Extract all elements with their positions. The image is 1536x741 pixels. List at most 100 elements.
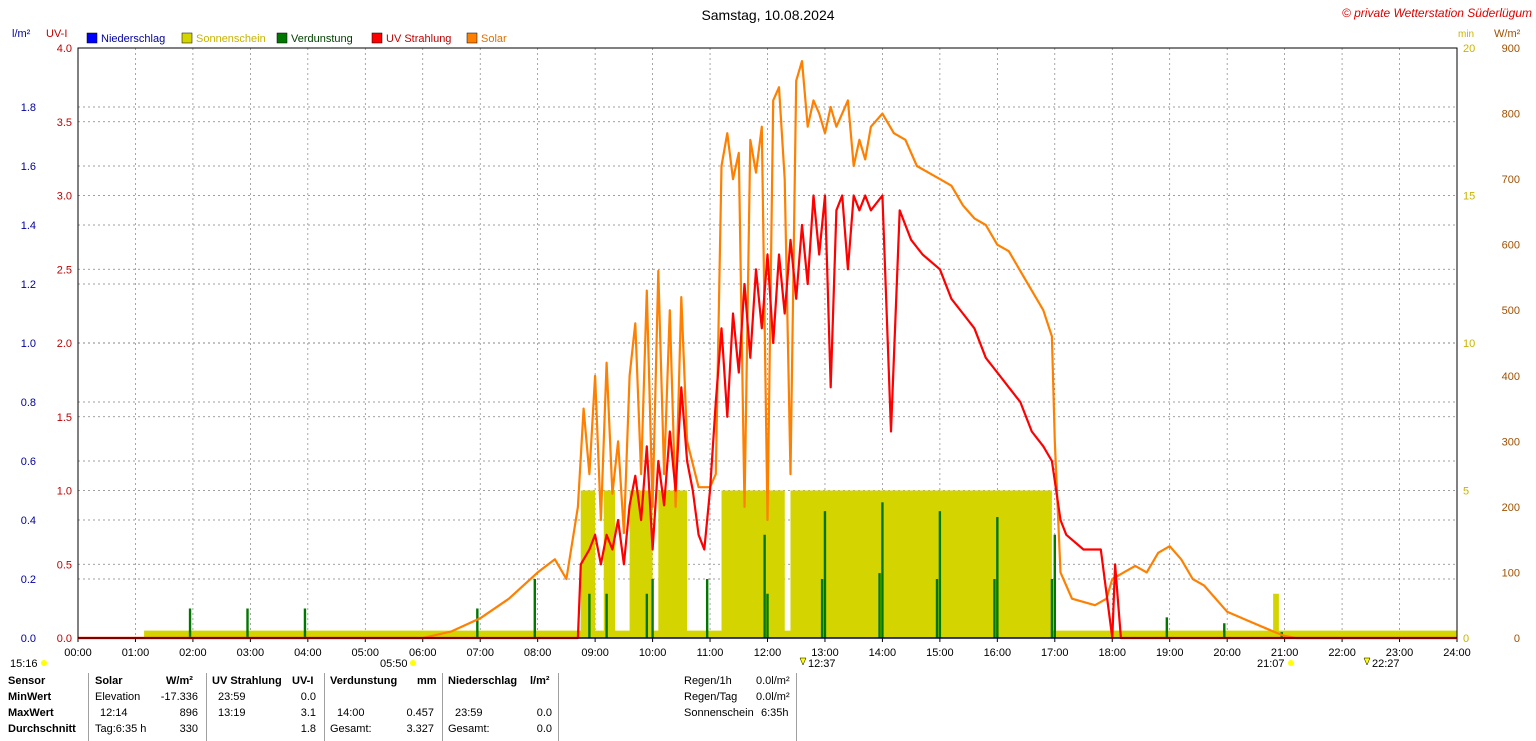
evaporation-bar: [763, 534, 766, 638]
stats-solar-avg: 330: [179, 723, 198, 735]
y-tick-rain: 0.2: [21, 574, 36, 586]
statistics-table: Sensor MinWert MaxWert Durchschnitt Sola…: [0, 673, 1536, 741]
legend-uv: UV Strahlung: [386, 33, 451, 45]
y-tick-sun: 10: [1463, 338, 1475, 350]
x-tick-label: 12:00: [754, 647, 782, 659]
stats-uv-max-time: 13:19: [218, 707, 246, 719]
stats-solar-min-label: Elevation: [95, 691, 141, 703]
stats-verd-unit: mm: [417, 675, 437, 687]
x-tick-label: 06:00: [409, 647, 437, 659]
evaporation-bar: [823, 511, 827, 638]
y-tick-solar: 500: [1502, 305, 1520, 317]
evaporation-bar: [1050, 579, 1054, 638]
y-tick-sun: 5: [1463, 486, 1469, 498]
legend-verdunstung: Verdunstung: [291, 33, 353, 45]
y-tick-solar: 800: [1502, 109, 1520, 121]
y-tick-solar: 900: [1502, 43, 1520, 55]
legend-swatch-niederschlag: [86, 32, 98, 44]
chart-title: Samstag, 10.08.2024: [701, 7, 834, 23]
y-tick-uv: 2.0: [57, 338, 72, 350]
evaporation-bar: [605, 593, 608, 638]
x-tick-label: 07:00: [466, 647, 494, 659]
y-tick-solar: 0: [1514, 633, 1520, 645]
evaporation-bar: [651, 579, 654, 638]
legend-swatch-sonnenschein: [181, 32, 193, 44]
sunshine-bar: [603, 490, 616, 638]
evaporation-bar: [188, 608, 192, 638]
stats-verd-max: 0.457: [406, 707, 434, 719]
stats-solar-avg-label: Tag:6:35 h: [95, 723, 147, 735]
evaporation-bar: [1165, 617, 1169, 638]
stats-verd-total-label: Gesamt:: [330, 723, 372, 735]
evaporation-bar: [246, 608, 249, 638]
stats-uv-min-time: 23:59: [218, 691, 246, 703]
x-tick-label: 02:00: [179, 647, 207, 659]
x-tick-label: 09:00: [581, 647, 609, 659]
evaporation-bar: [820, 579, 824, 638]
stats-maxwert: MaxWert: [8, 707, 54, 719]
stats-regen-tag-label: Regen/Tag: [684, 691, 738, 703]
legend-swatch-verdunstung: [276, 32, 288, 44]
x-tick-label: 04:00: [294, 647, 322, 659]
y-tick-solar: 100: [1502, 567, 1520, 579]
stats-rain-unit: l/m²: [530, 675, 550, 687]
stats-regen-1h: 0.0l/m²: [756, 675, 790, 687]
evaporation-bar: [935, 579, 939, 638]
y-tick-uv: 0.0: [57, 633, 72, 645]
stats-rain-max: 0.0: [536, 707, 552, 719]
stats-regen-1h-label: Regen/1h: [684, 675, 732, 687]
stats-rain-total: 0.0: [536, 723, 552, 735]
stats-uv-avg: 1.8: [300, 723, 316, 735]
y-tick-rain: 1.0: [21, 338, 36, 350]
y-tick-sun: 0: [1463, 633, 1469, 645]
evaporation-bar: [705, 579, 709, 638]
y-tick-rain: 0.0: [21, 633, 36, 645]
evaporation-bar: [878, 573, 881, 638]
y-tick-rain: 0.8: [21, 397, 36, 409]
legend-sonnenschein: Sonnenschein: [196, 33, 266, 45]
evaporation-bar: [938, 511, 942, 638]
y-tick-rain: 1.6: [21, 161, 36, 173]
legend: Niederschlag Sonnenschein Verdunstung UV…: [86, 32, 507, 45]
legend-solar: Solar: [481, 33, 507, 45]
stats-uv-min: 0.0: [300, 691, 316, 703]
unit-solar: W/m²: [1494, 28, 1521, 40]
plot-frame: [77, 47, 1458, 639]
stats-sensor: Sensor: [8, 675, 46, 687]
y-tick-rain: 1.8: [21, 102, 36, 114]
stats-minwert: MinWert: [8, 691, 52, 703]
x-tick-label: 18:00: [1098, 647, 1126, 659]
moonrise-icon: [41, 660, 47, 666]
x-tick-label: 00:00: [64, 647, 92, 659]
stats-solar-head: Solar: [95, 675, 123, 687]
x-tick-labels: 00:00 01:00 02:00 03:00 04:00 05:00 06:00 07:00…: [64, 647, 1471, 659]
y-tick-rain: 1.4: [21, 220, 36, 232]
moonset-time: 22:27: [1372, 658, 1400, 670]
evaporation-bar: [533, 579, 536, 638]
evaporation-bar: [588, 593, 591, 638]
y-tick-uv: 0.5: [57, 559, 72, 571]
sunshine-bar: [790, 490, 1052, 638]
y-tick-solar: 600: [1502, 240, 1520, 252]
sunshine-bar: [658, 490, 688, 638]
x-tick-label: 15:00: [926, 647, 954, 659]
sunrise-icon: [410, 660, 416, 666]
x-tick-label: 21:00: [1271, 647, 1299, 659]
stats-rain-total-label: Gesamt:: [448, 723, 490, 735]
y-tick-labels: 0.0 0.2 0.4 0.6 0.8 1.0 1.2 1.4 1.6 1.8 0.0 0.5 1.0 1…: [21, 43, 1520, 645]
sunset-icon: [1288, 660, 1294, 666]
x-tick-label: 10:00: [639, 647, 667, 659]
stats-verd-head: Verdunstung: [330, 675, 398, 687]
y-tick-rain: 0.4: [21, 515, 36, 527]
x-tick-label: 01:00: [122, 647, 150, 659]
astro-markers: 15:16 05:50 12:37 21:07 22:27: [10, 657, 1400, 670]
stats-solar-max-time: 12:14: [100, 707, 128, 719]
stats-rain-head: Niederschlag: [448, 675, 518, 687]
y-tick-solar: 400: [1502, 371, 1520, 383]
stats-uv-head: UV Strahlung: [212, 675, 282, 687]
x-tick-label: 05:00: [352, 647, 380, 659]
y-tick-uv: 2.5: [57, 264, 72, 276]
culmination-icon: [799, 657, 807, 666]
stats-durchschnitt: Durchschnitt: [8, 723, 76, 735]
sunrise-time: 05:50: [380, 658, 408, 670]
